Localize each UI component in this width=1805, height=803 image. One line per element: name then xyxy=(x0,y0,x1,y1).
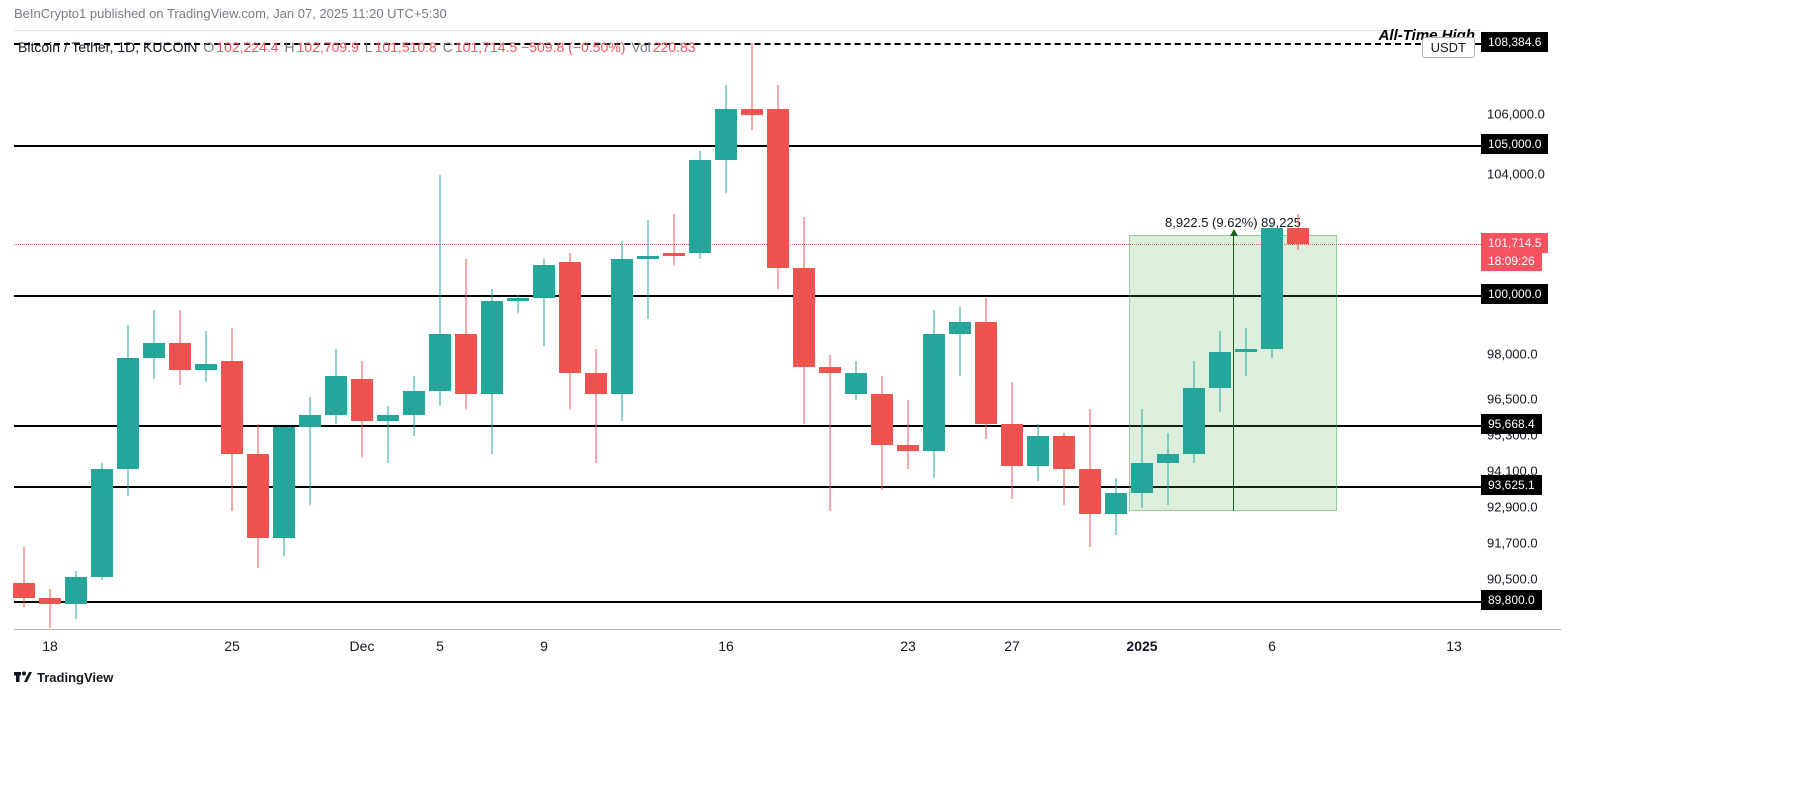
candle xyxy=(65,31,87,631)
candle xyxy=(689,31,711,631)
candle xyxy=(377,31,399,631)
legend-l-lbl: L xyxy=(365,39,373,55)
legend-c-lbl: C xyxy=(443,39,453,55)
candle xyxy=(1235,31,1257,631)
currency-badge: USDT xyxy=(1422,37,1475,58)
y-tick: 90,500.0 xyxy=(1487,572,1538,587)
candle xyxy=(195,31,217,631)
legend-o-lbl: O xyxy=(203,39,214,55)
candle xyxy=(325,31,347,631)
candle xyxy=(169,31,191,631)
candle xyxy=(507,31,529,631)
candle xyxy=(221,31,243,631)
legend: Bitcoin / Tether, 1D, KUCOIN O102,224.4 … xyxy=(18,39,696,55)
candle xyxy=(299,31,321,631)
x-axis: 18 25 Dec 5 9 16 23 27 2025 6 13 xyxy=(14,630,1574,662)
price-axis-tag: 105,000.0 xyxy=(1481,134,1548,154)
y-tick: 106,000.0 xyxy=(1487,107,1545,122)
candle xyxy=(247,31,269,631)
y-axis: 106,000.0104,000.098,000.096,500.095,300… xyxy=(1481,30,1561,630)
candle xyxy=(429,31,451,631)
candle xyxy=(533,31,555,631)
candle xyxy=(1261,31,1283,631)
x-tick: 16 xyxy=(718,638,734,654)
legend-vol: 220.83 xyxy=(653,39,696,55)
candle xyxy=(1027,31,1049,631)
candle xyxy=(793,31,815,631)
candle xyxy=(1001,31,1023,631)
candle xyxy=(1053,31,1075,631)
candle xyxy=(1079,31,1101,631)
legend-l: 101,510.8 xyxy=(375,39,437,55)
candle xyxy=(897,31,919,631)
candle xyxy=(1209,31,1231,631)
candle xyxy=(91,31,113,631)
candle xyxy=(871,31,893,631)
legend-c: 101,714.5 xyxy=(455,39,517,55)
candle xyxy=(663,31,685,631)
candle xyxy=(351,31,373,631)
candle xyxy=(1183,31,1205,631)
tradingview-logo-icon xyxy=(14,669,32,685)
tradingview-attribution: TradingView xyxy=(14,669,113,685)
x-tick: 23 xyxy=(900,638,916,654)
candle xyxy=(1131,31,1153,631)
candle xyxy=(481,31,503,631)
price-axis-tag: 101,714.5 xyxy=(1481,233,1548,253)
candle xyxy=(273,31,295,631)
candle xyxy=(923,31,945,631)
tradingview-text: TradingView xyxy=(37,670,113,685)
x-tick: 25 xyxy=(224,638,240,654)
x-tick: 5 xyxy=(436,638,444,654)
price-axis-tag: 108,384.6 xyxy=(1481,32,1548,52)
candle xyxy=(39,31,61,631)
candle xyxy=(949,31,971,631)
legend-h: 102,709.9 xyxy=(297,39,359,55)
y-tick: 92,900.0 xyxy=(1487,500,1538,515)
measure-arrow xyxy=(1233,235,1234,511)
x-tick: 27 xyxy=(1004,638,1020,654)
y-tick: 98,000.0 xyxy=(1487,347,1538,362)
price-axis-tag: 95,668.4 xyxy=(1481,414,1542,434)
legend-symbol: Bitcoin / Tether, 1D, KUCOIN xyxy=(18,39,197,55)
x-tick: 2025 xyxy=(1126,638,1157,654)
candle xyxy=(715,31,737,631)
candle xyxy=(1105,31,1127,631)
x-tick: 9 xyxy=(540,638,548,654)
candle xyxy=(741,31,763,631)
legend-o: 102,224.4 xyxy=(216,39,278,55)
candle xyxy=(143,31,165,631)
candle xyxy=(819,31,841,631)
candle xyxy=(403,31,425,631)
candle xyxy=(1287,31,1309,631)
x-tick: 6 xyxy=(1268,638,1276,654)
candle xyxy=(767,31,789,631)
x-tick: Dec xyxy=(350,638,375,654)
candle xyxy=(611,31,633,631)
legend-chg: −509.8 (−0.50%) xyxy=(521,39,625,55)
countdown-tag: 18:09:26 xyxy=(1481,251,1542,271)
candle xyxy=(975,31,997,631)
publisher-line: BeInCrypto1 published on TradingView.com… xyxy=(14,6,447,21)
candle xyxy=(455,31,477,631)
y-tick: 91,700.0 xyxy=(1487,536,1538,551)
legend-vol-lbl: Vol xyxy=(631,39,650,55)
candle xyxy=(1157,31,1179,631)
y-tick: 104,000.0 xyxy=(1487,167,1545,182)
candle xyxy=(559,31,581,631)
candle xyxy=(117,31,139,631)
candle xyxy=(13,31,35,631)
price-axis-tag: 100,000.0 xyxy=(1481,284,1548,304)
candle xyxy=(585,31,607,631)
price-chart[interactable]: USDT All-Time High8,922.5 (9.62%) 89,225 xyxy=(14,30,1481,630)
y-tick: 96,500.0 xyxy=(1487,392,1538,407)
price-axis-tag: 93,625.1 xyxy=(1481,475,1542,495)
x-tick: 13 xyxy=(1446,638,1462,654)
candle xyxy=(845,31,867,631)
candle xyxy=(637,31,659,631)
price-axis-tag: 89,800.0 xyxy=(1481,590,1542,610)
legend-h-lbl: H xyxy=(284,39,294,55)
x-tick: 18 xyxy=(42,638,58,654)
